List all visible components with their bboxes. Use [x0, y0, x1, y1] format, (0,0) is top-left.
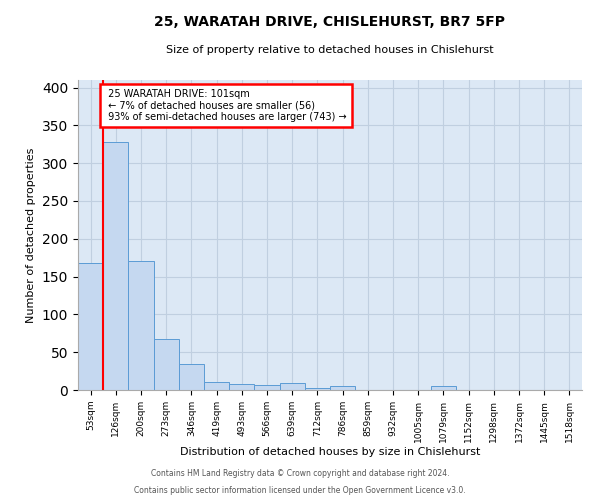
- Bar: [78, 263, 103, 390]
- Bar: [204, 382, 229, 390]
- Bar: [179, 364, 204, 390]
- X-axis label: Distribution of detached houses by size in Chislehurst: Distribution of detached houses by size …: [180, 448, 480, 458]
- Bar: [154, 340, 179, 390]
- Bar: [280, 383, 305, 390]
- Bar: [254, 384, 280, 390]
- Text: 25, WARATAH DRIVE, CHISLEHURST, BR7 5FP: 25, WARATAH DRIVE, CHISLEHURST, BR7 5FP: [155, 15, 505, 29]
- Text: Contains HM Land Registry data © Crown copyright and database right 2024.: Contains HM Land Registry data © Crown c…: [151, 468, 449, 477]
- Text: Size of property relative to detached houses in Chislehurst: Size of property relative to detached ho…: [166, 45, 494, 55]
- Bar: [431, 386, 456, 390]
- Text: 25 WARATAH DRIVE: 101sqm
 ← 7% of detached houses are smaller (56)
 93% of semi-: 25 WARATAH DRIVE: 101sqm ← 7% of detache…: [105, 89, 347, 122]
- Bar: [330, 386, 355, 390]
- Text: Contains public sector information licensed under the Open Government Licence v3: Contains public sector information licen…: [134, 486, 466, 495]
- Y-axis label: Number of detached properties: Number of detached properties: [26, 148, 37, 322]
- Bar: [229, 384, 254, 390]
- Bar: [128, 262, 154, 390]
- Bar: [305, 388, 330, 390]
- Bar: [103, 142, 128, 390]
